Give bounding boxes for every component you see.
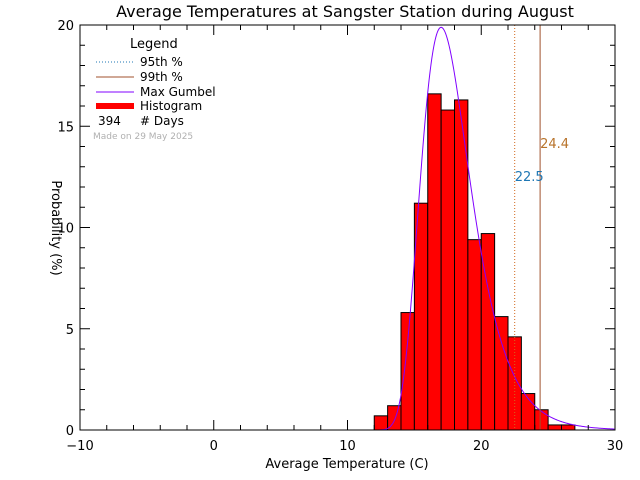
x-axis-label: Average Temperature (C)	[265, 457, 428, 472]
x-tick-label: −10	[66, 439, 93, 454]
histogram-bar-7	[467, 239, 482, 431]
histogram-bar-5	[440, 109, 455, 431]
histogram-bar-14	[561, 424, 576, 431]
x-tick-label: 0	[210, 439, 218, 454]
legend-label-gumbel: Max Gumbel	[140, 85, 216, 99]
histogram-bar-2	[400, 312, 415, 431]
legend-label-histogram: Histogram	[140, 99, 202, 113]
y-tick-label: 5	[66, 323, 74, 338]
histogram-bar-12	[534, 409, 549, 431]
histogram-bar-0	[373, 415, 389, 431]
chart-title: Average Temperatures at Sangster Station…	[116, 2, 574, 21]
legend-label-95th: 95th %	[140, 55, 183, 69]
y-axis-label: Probability (%)	[48, 180, 63, 275]
histogram-bar-9	[494, 316, 509, 431]
histogram-bar-10	[507, 336, 522, 431]
x-axis: −10 0 10 20 30	[66, 25, 623, 454]
y-tick-label: 0	[66, 424, 74, 439]
y-tick-label: 20	[57, 19, 74, 34]
legend-days-count: 394	[98, 114, 121, 128]
y-tick-label: 15	[57, 120, 74, 135]
histogram-bar-4	[427, 93, 442, 431]
plot-area: 22.5 24.4	[79, 24, 616, 431]
y-tick-label: 10	[57, 222, 74, 237]
x-tick-label: 10	[339, 439, 356, 454]
histogram-bar-13	[547, 424, 562, 431]
x-tick-label: 20	[473, 439, 490, 454]
percentile-99-label: 24.4	[540, 137, 569, 152]
legend-days-label: # Days	[140, 114, 184, 128]
percentile-95-label: 22.5	[515, 170, 544, 185]
legend-title: Legend	[130, 37, 178, 52]
legend: Legend 95th % 99th % Max Gumbel Histogra…	[93, 37, 216, 142]
histogram-bar-1	[387, 405, 402, 431]
y-axis: 0 5 10 15 20	[57, 19, 615, 439]
x-tick-label: 30	[607, 439, 624, 454]
legend-label-99th: 99th %	[140, 70, 183, 84]
made-on-note: Made on 29 May 2025	[93, 132, 193, 142]
